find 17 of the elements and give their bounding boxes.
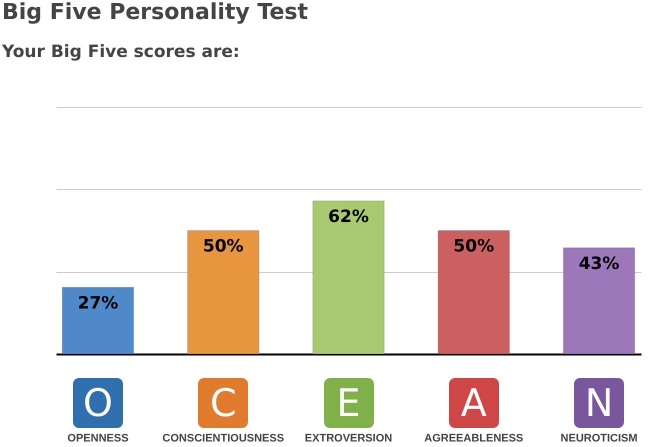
data-label: 27% xyxy=(78,293,118,314)
data-label: 50% xyxy=(453,236,494,256)
letter-tile-icon: O xyxy=(72,378,123,428)
x-tick-label: EXTROVERSION xyxy=(304,432,392,444)
x-tick-label: OPENNESS xyxy=(67,432,129,444)
letter-tile-icon: N xyxy=(574,378,624,428)
x-tick-label: NEUROTICISM xyxy=(560,432,638,444)
letter-tile-icon: E xyxy=(324,378,374,428)
data-label: 43% xyxy=(578,254,620,274)
chart-title: Big Five Personality Test xyxy=(2,0,309,25)
data-label: 50% xyxy=(202,236,244,256)
x-tick-label: AGREEABLENESS xyxy=(424,432,524,444)
letter-tile-icon: A xyxy=(448,378,499,428)
letter-tile-icon: C xyxy=(198,378,248,428)
x-tick-label: CONSCIENTIOUSNESS xyxy=(162,432,284,444)
chart-subtitle: Your Big Five scores are: xyxy=(1,42,240,62)
data-label: 62% xyxy=(328,206,369,227)
